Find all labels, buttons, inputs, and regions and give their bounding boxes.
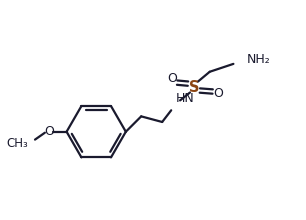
Text: O: O [214, 87, 224, 100]
Text: O: O [44, 125, 54, 138]
Text: NH₂: NH₂ [247, 53, 271, 66]
Text: O: O [167, 72, 177, 85]
Text: S: S [189, 80, 199, 95]
Text: CH₃: CH₃ [6, 137, 28, 150]
Text: HN: HN [176, 92, 195, 105]
